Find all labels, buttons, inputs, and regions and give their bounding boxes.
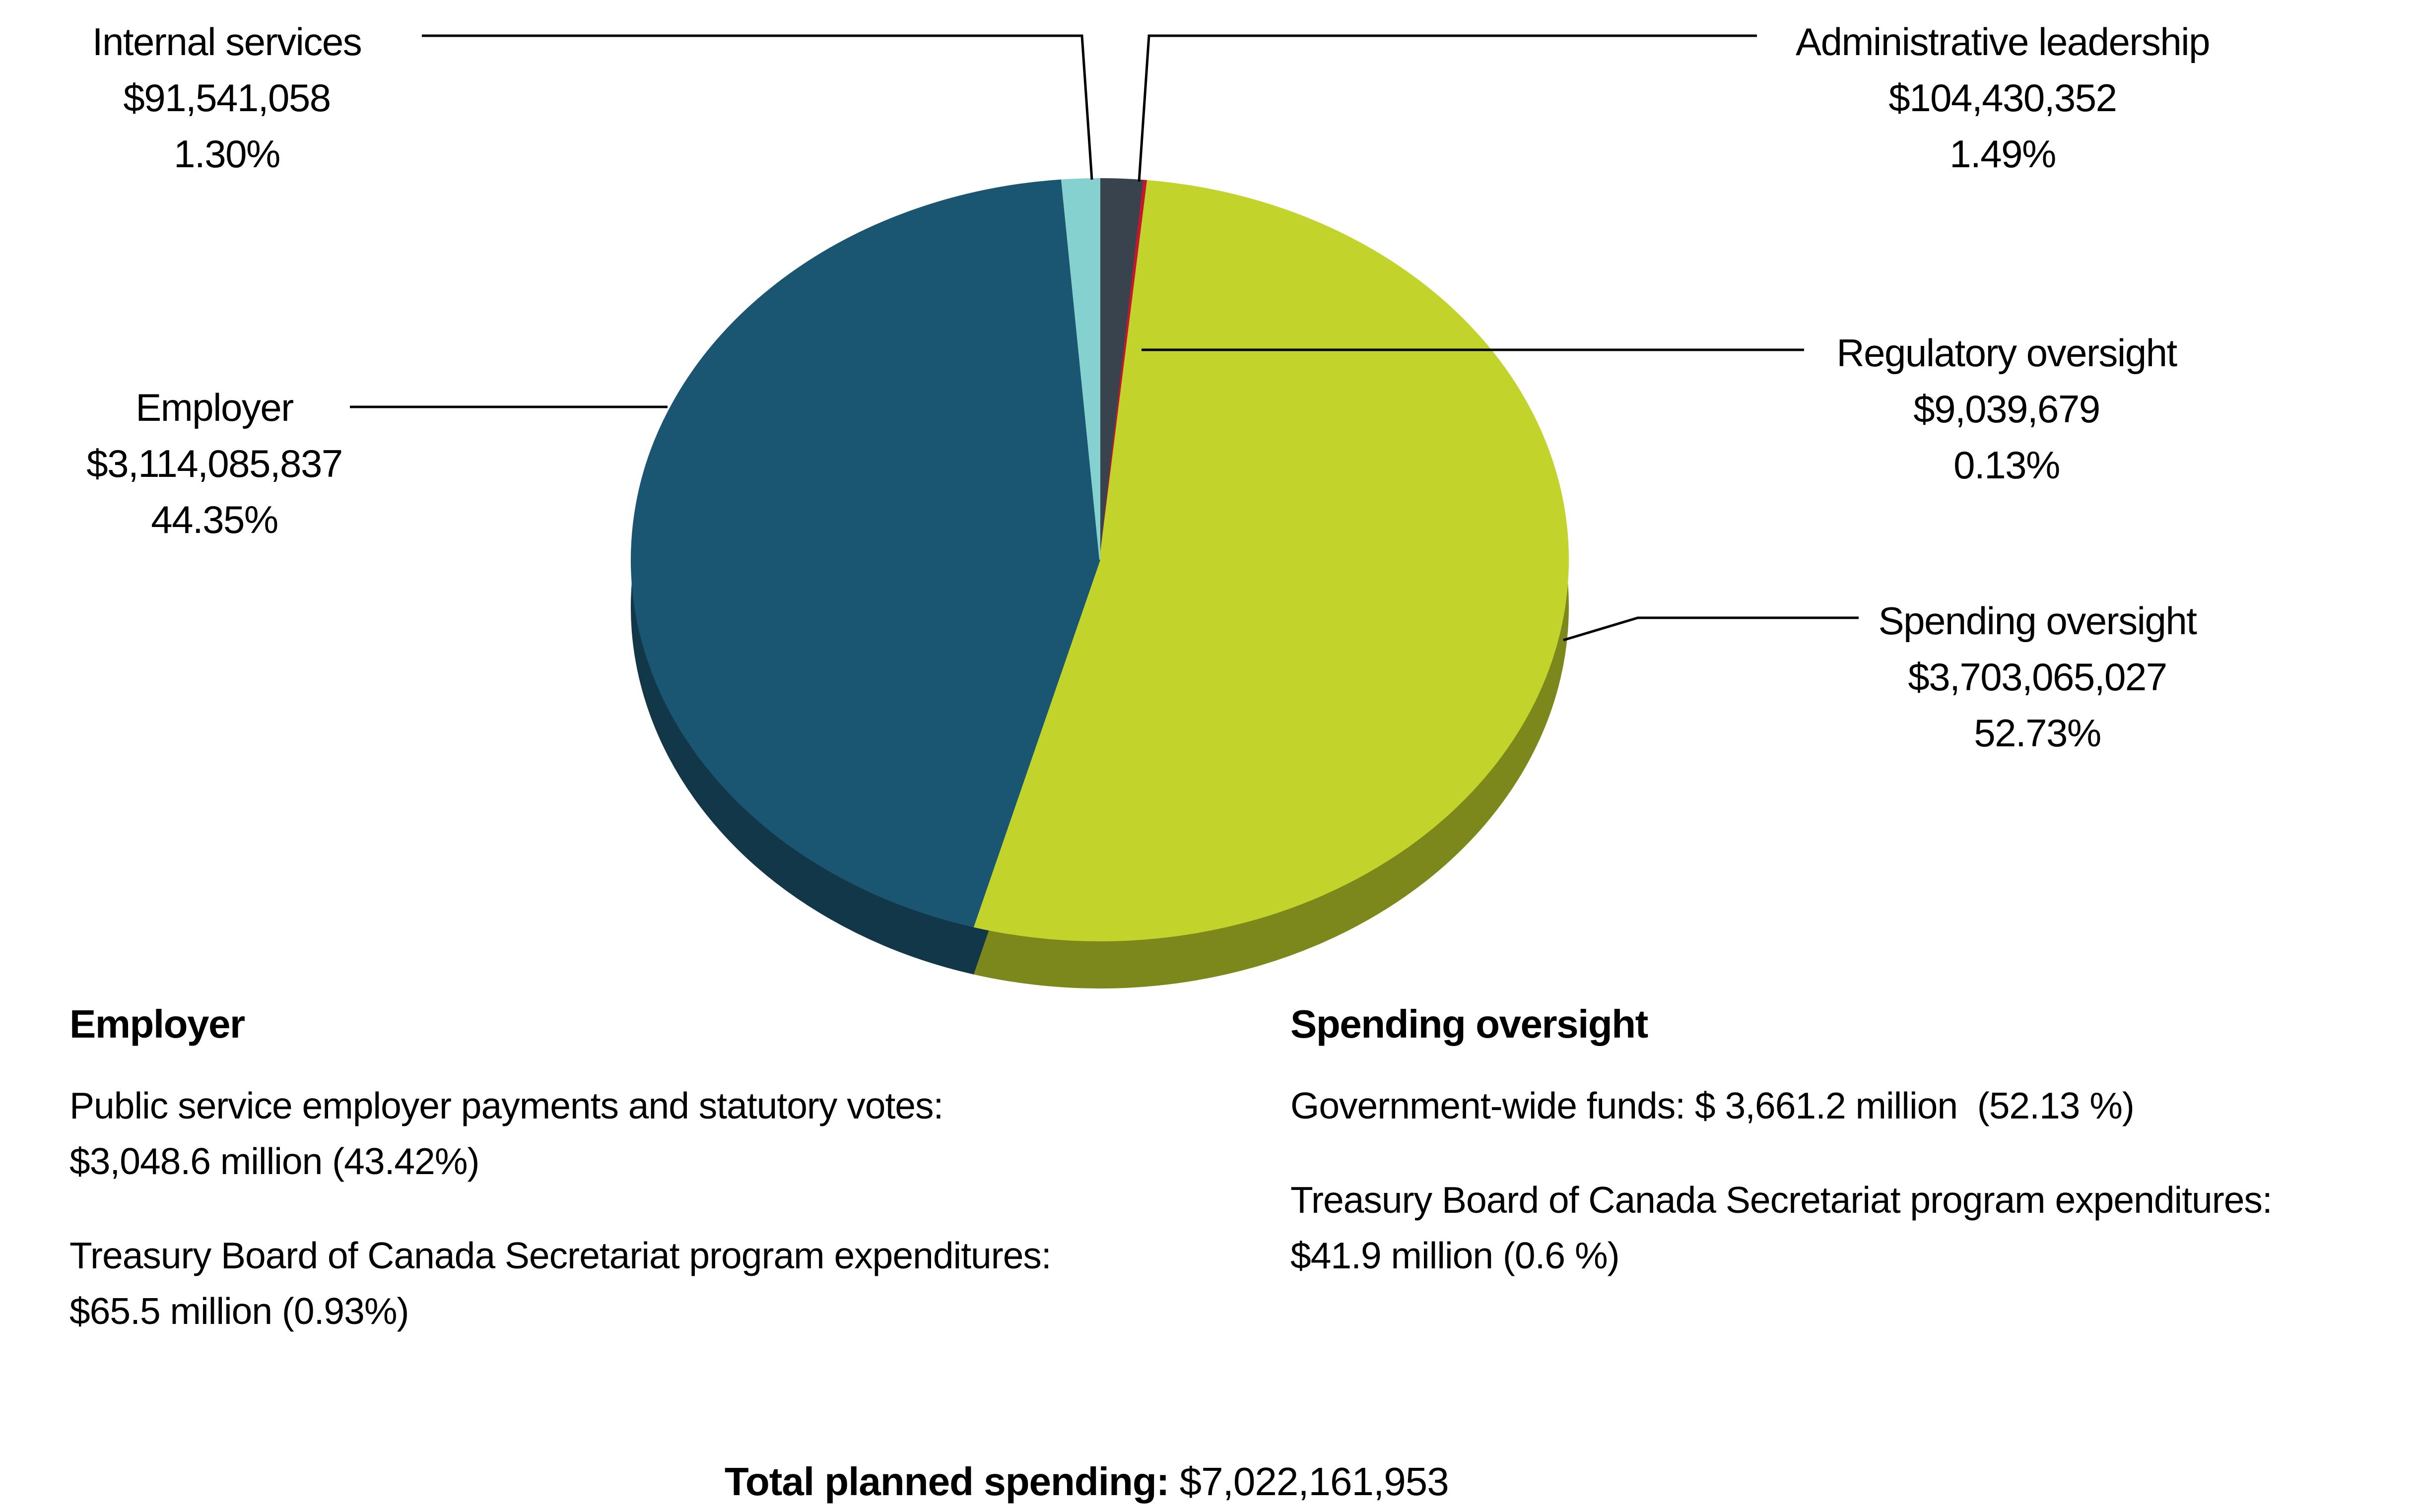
slice-label: Administrative leadership xyxy=(1796,20,2210,64)
employer-note-line: Public service employer payments and sta… xyxy=(69,1085,943,1126)
leader-lines xyxy=(350,34,1859,642)
slice-label: Employer xyxy=(135,386,294,429)
slice-amount: $104,430,352 xyxy=(1888,76,2117,120)
slice-label: Spending oversight xyxy=(1878,599,2197,643)
pie-slice-employer xyxy=(631,179,1101,927)
callout-regulatory-oversight: Regulatory oversight $9,039,679 0.13% xyxy=(1836,325,2177,493)
leader-line-internal-services xyxy=(422,34,1093,180)
slice-amount: $9,039,679 xyxy=(1913,387,2100,431)
total-value: $7,022,161,953 xyxy=(1179,1459,1449,1504)
callout-spending-oversight: Spending oversight $3,703,065,027 52.73% xyxy=(1879,593,2197,761)
employer-note-line: Treasury Board of Canada Secretariat pro… xyxy=(69,1235,1052,1276)
spending-oversight-notes: Spending oversight Government-wide funds… xyxy=(1290,1001,2407,1283)
employer-notes-heading: Employer xyxy=(69,1002,245,1046)
slice-label: Internal services xyxy=(92,20,362,64)
slice-percent: 44.35% xyxy=(151,498,278,541)
slice-amount: $91,541,058 xyxy=(123,76,331,120)
slice-percent: 52.73% xyxy=(1974,711,2101,755)
callout-internal-services: Internal services $91,541,058 1.30% xyxy=(92,14,362,182)
slice-amount: $3,703,065,027 xyxy=(1908,655,2167,699)
spending-note-line: Treasury Board of Canada Secretariat pro… xyxy=(1290,1179,2273,1221)
slice-percent: 1.49% xyxy=(1949,132,2056,176)
slice-label: Regulatory oversight xyxy=(1836,331,2177,375)
total-label: Total planned spending: xyxy=(724,1459,1169,1504)
employer-note-line: $3,048.6 million (43.42%) xyxy=(69,1140,480,1182)
slice-amount: $3,114,085,837 xyxy=(86,442,343,485)
spending-notes-heading: Spending oversight xyxy=(1290,1002,1648,1046)
callout-administrative-leadership: Administrative leadership $104,430,352 1… xyxy=(1796,14,2210,182)
pie-slice-spending-oversight xyxy=(972,180,1569,941)
leader-line-administrative-leadership xyxy=(1138,34,1757,182)
callout-employer: Employer $3,114,085,837 44.35% xyxy=(86,380,343,548)
employer-note-line: $65.5 million (0.93%) xyxy=(69,1290,409,1332)
spending-note-line: $41.9 million (0.6 %) xyxy=(1290,1235,1620,1276)
slice-percent: 1.30% xyxy=(174,132,280,176)
total-planned-spending: Total planned spending: $7,022,161,953 xyxy=(682,1413,1449,1512)
spending-note-line: Government-wide funds: $ 3,661.2 million… xyxy=(1290,1085,2135,1126)
employer-notes: Employer Public service employer payment… xyxy=(69,1001,1226,1339)
leader-line-spending-oversight xyxy=(1563,616,1859,642)
pie-chart xyxy=(631,178,1569,941)
slice-percent: 0.13% xyxy=(1953,443,2060,487)
pie-slice-internal-services xyxy=(1061,178,1100,560)
total-spacer xyxy=(1169,1459,1179,1504)
